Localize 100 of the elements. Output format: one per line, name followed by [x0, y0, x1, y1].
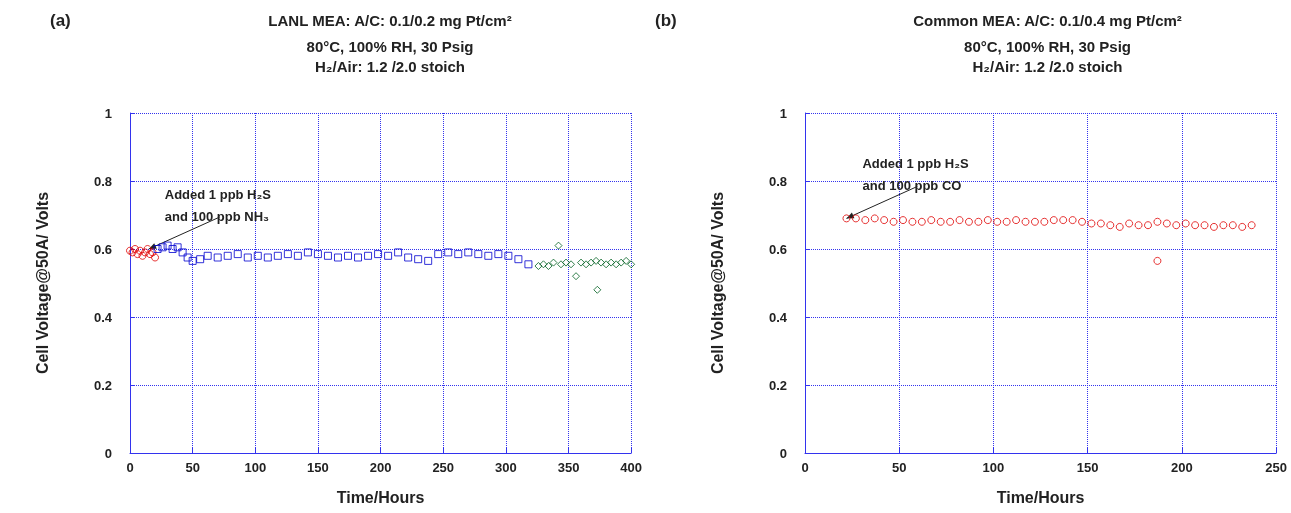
- y-tick-label: 1: [104, 105, 112, 121]
- point: [141, 248, 150, 257]
- point: [143, 245, 152, 253]
- point: [1068, 216, 1077, 225]
- point: [1238, 222, 1247, 231]
- point: [567, 260, 576, 269]
- point: [474, 250, 483, 259]
- point: [899, 216, 907, 225]
- point: [562, 258, 570, 267]
- point: [136, 246, 145, 255]
- point: [1209, 222, 1218, 231]
- y-tick-label: 0.2: [768, 377, 787, 393]
- point: [1181, 219, 1190, 228]
- y-tick-label: 0.6: [768, 241, 787, 257]
- y-axis-title: Cell Voltage@50A/ Volts: [33, 191, 51, 375]
- chart-subtitle: 80°C, 100% RH, 30 Psig H₂/Air: 1.2 /2.0 stoich: [306, 37, 474, 75]
- point: [592, 256, 601, 265]
- point: [128, 248, 137, 257]
- x-tick-label: 400: [620, 460, 643, 475]
- point: [582, 260, 591, 269]
- point: [504, 251, 513, 260]
- point: [607, 258, 616, 267]
- point: [870, 214, 879, 223]
- point: [1106, 221, 1115, 230]
- point: [243, 253, 252, 262]
- point: [293, 251, 302, 260]
- point: [534, 262, 543, 270]
- point: [424, 256, 433, 265]
- point: [1219, 221, 1228, 230]
- x-tick-label: 150: [307, 460, 329, 475]
- x-tick-label: 200: [1171, 460, 1193, 475]
- point: [1040, 217, 1049, 226]
- point: [908, 217, 917, 226]
- point: [1125, 219, 1134, 228]
- point: [993, 217, 1002, 226]
- x-axis-title: Time/Hours: [996, 488, 1085, 506]
- point: [313, 250, 322, 259]
- point: [464, 248, 473, 257]
- point: [946, 217, 955, 226]
- point: [364, 251, 373, 260]
- point: [612, 260, 621, 269]
- point: [434, 250, 443, 259]
- point: [602, 260, 611, 269]
- point: [1030, 217, 1039, 226]
- point: [253, 251, 262, 260]
- point: [153, 245, 162, 253]
- point: [524, 260, 533, 269]
- point: [1144, 221, 1152, 230]
- point: [303, 248, 312, 257]
- point: [233, 250, 242, 259]
- y-tick-label: 0.4: [768, 309, 788, 325]
- point: [131, 245, 140, 253]
- y-tick-label: 0.8: [768, 173, 787, 189]
- point: [1049, 216, 1058, 225]
- point: [889, 217, 898, 226]
- point: [1162, 219, 1171, 228]
- point: [173, 243, 182, 252]
- point: [851, 214, 860, 223]
- point: [1153, 217, 1162, 226]
- point: [454, 250, 463, 259]
- point: [494, 250, 503, 259]
- point: [1078, 217, 1087, 226]
- chart-title: Common MEA: A/C: 0.1/0.4 mg Pt/cm²: [913, 12, 1182, 29]
- point: [168, 245, 177, 253]
- y-tick-label: 0.8: [93, 173, 112, 189]
- point: [964, 217, 973, 226]
- x-tick-label: 100: [244, 460, 267, 475]
- point: [273, 251, 282, 260]
- y-tick-label: 0.4: [93, 309, 113, 325]
- point: [955, 216, 964, 225]
- point: [484, 251, 493, 260]
- point: [842, 214, 851, 223]
- point: [554, 241, 563, 250]
- point: [183, 253, 192, 262]
- point: [178, 248, 187, 257]
- point: [394, 248, 403, 257]
- point: [577, 258, 586, 267]
- point: [263, 253, 272, 262]
- point: [936, 217, 945, 226]
- point: [1228, 221, 1237, 230]
- y-tick-label: 0: [104, 445, 112, 461]
- point: [404, 253, 413, 262]
- point: [1002, 217, 1011, 226]
- annotation: Added 1 ppb H₂S and 100 ppb NH₃: [164, 186, 272, 224]
- point: [1153, 256, 1162, 265]
- point: [861, 216, 870, 225]
- point: [544, 262, 553, 270]
- point: [1172, 221, 1181, 230]
- point: [1059, 216, 1068, 225]
- point: [213, 253, 222, 262]
- point: [196, 255, 205, 264]
- y-tick-label: 0: [779, 445, 787, 461]
- text: (b): [655, 11, 677, 30]
- chart-subtitle: 80°C, 100% RH, 30 Psig H₂/Air: 1.2 /2.0 stoich: [964, 37, 1131, 75]
- point: [627, 260, 636, 269]
- point: [333, 253, 342, 262]
- point: [283, 250, 292, 259]
- point: [354, 253, 363, 262]
- point: [983, 216, 992, 225]
- point: [188, 256, 197, 265]
